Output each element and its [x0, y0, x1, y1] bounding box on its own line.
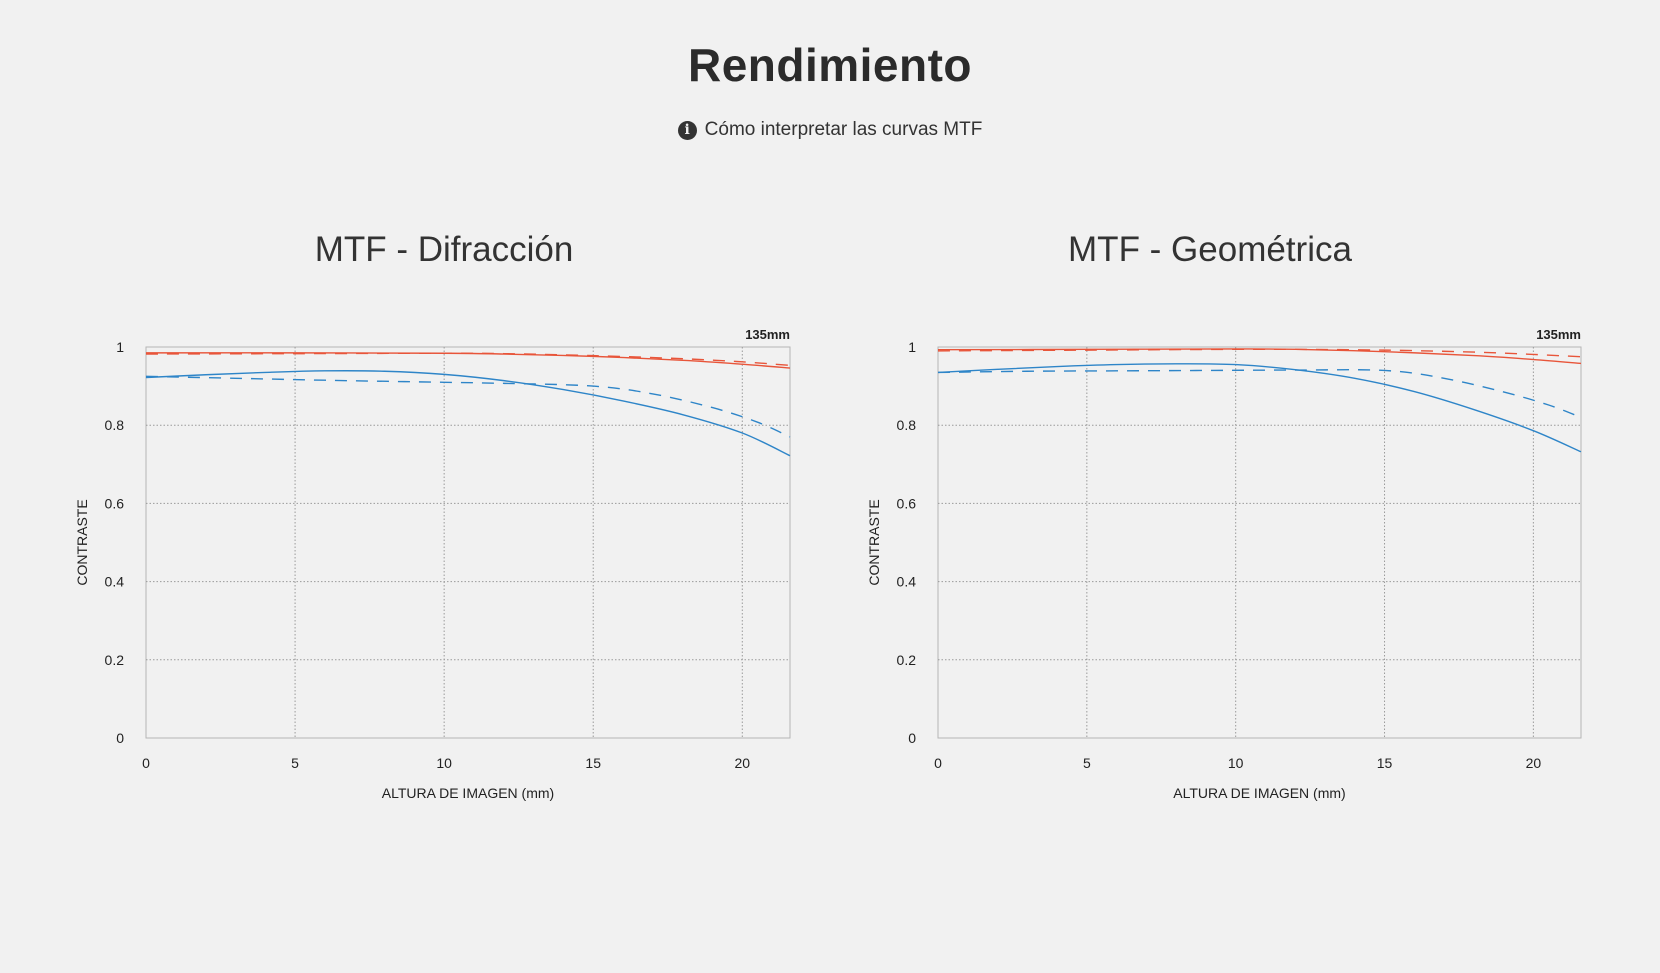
- chart-title-geometric: MTF - Geométrica: [1068, 230, 1352, 269]
- mtf-line-red-dashed: [937, 348, 1582, 358]
- x-tick-label: 10: [1228, 755, 1244, 771]
- y-tick-label: 0.8: [897, 417, 917, 433]
- y-tick-label: 0.4: [105, 574, 125, 590]
- chart-title-diffraction: MTF - Difracción: [314, 230, 574, 269]
- x-tick-label: 0: [934, 755, 942, 771]
- x-axis-label: ALTURA DE IMAGEN (mm): [1173, 785, 1345, 801]
- x-tick-label: 15: [585, 755, 601, 771]
- x-tick-label: 5: [1083, 755, 1091, 771]
- x-tick-label: 20: [1526, 755, 1542, 771]
- y-axis-label: CONTRASTE: [866, 499, 882, 585]
- x-tick-label: 15: [1377, 755, 1393, 771]
- focal-length-label: 135mm: [1536, 327, 1581, 342]
- mtf-line-blue-solid: [145, 370, 791, 457]
- mtf-line-red-dashed: [145, 352, 791, 367]
- focal-length-label: 135mm: [745, 327, 790, 342]
- plot-frame-geometric: [937, 346, 1582, 739]
- x-tick-label: 5: [291, 755, 299, 771]
- y-tick-label: 1: [116, 339, 124, 355]
- mtf-line-red-solid: [145, 352, 791, 369]
- mtf-line-blue-dashed: [937, 369, 1582, 419]
- mtf-line-blue-solid: [937, 363, 1582, 453]
- x-axis-label: ALTURA DE IMAGEN (mm): [382, 785, 554, 801]
- y-tick-label: 0.2: [897, 652, 917, 668]
- y-tick-label: 0.8: [105, 417, 125, 433]
- x-tick-label: 10: [436, 755, 452, 771]
- mtf-line-blue-dashed: [145, 375, 791, 438]
- page-title: Rendimiento: [687, 39, 973, 91]
- mtf-help-link-label: Cómo interpretar las curvas MTF: [704, 119, 983, 140]
- mtf-help-link[interactable]: i Cómo interpretar las curvas MTF: [0, 119, 1660, 141]
- info-icon: i: [677, 120, 697, 140]
- y-axis-label: CONTRASTE: [74, 499, 90, 585]
- y-tick-label: 0.6: [105, 495, 125, 511]
- y-tick-label: 0.4: [897, 574, 917, 590]
- plot-frame-diffraction: [145, 346, 791, 739]
- y-tick-label: 0: [908, 730, 916, 746]
- y-tick-label: 0.2: [105, 652, 125, 668]
- y-tick-label: 1: [908, 339, 916, 355]
- y-tick-label: 0.6: [897, 495, 917, 511]
- x-tick-label: 20: [735, 755, 751, 771]
- y-tick-label: 0: [116, 730, 124, 746]
- x-tick-label: 0: [142, 755, 150, 771]
- mtf-line-red-solid: [937, 348, 1582, 365]
